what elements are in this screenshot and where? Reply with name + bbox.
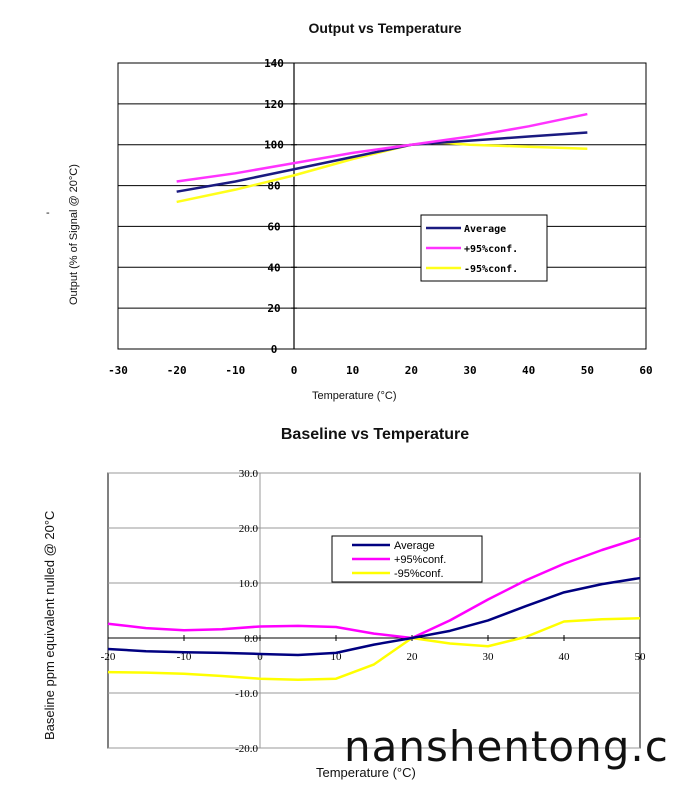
chart2-series-line bbox=[107, 616, 641, 682]
chart2-x-tick-label: 50 bbox=[635, 651, 647, 663]
chart1-x-tick-label: 10 bbox=[346, 364, 359, 377]
chart2-x-tick-label: -10 bbox=[177, 651, 192, 663]
chart2-legend-label: -95%conf. bbox=[394, 568, 444, 580]
chart2-x-tick-label: 0 bbox=[257, 651, 263, 663]
chart1-x-tick-label: -10 bbox=[225, 364, 245, 377]
chart1-series-line bbox=[176, 131, 588, 193]
chart2-x-axis-label: Temperature (°C) bbox=[316, 765, 416, 780]
chart2-x-tick-label: -20 bbox=[101, 651, 116, 663]
chart1-y-tick-label: 40 bbox=[267, 261, 280, 274]
chart1-plot: 0 20 40 60 80 100 120 140 -30 -20 -10 0 10 20 30 40 50 60… bbox=[108, 57, 653, 377]
chart2-x-tick-label: 10 bbox=[331, 651, 343, 663]
watermark: nanshentong.c bbox=[344, 722, 669, 771]
chart2-x-tick-label: 20 bbox=[407, 651, 419, 663]
chart1-x-tick-label: 60 bbox=[639, 364, 652, 377]
chart1-y-tick-label: 80 bbox=[267, 180, 280, 193]
chart2-y-tick-label: -20.0 bbox=[235, 743, 258, 755]
chart1-title: Output vs Temperature bbox=[308, 20, 462, 36]
chart2-x-tick-label: 40 bbox=[559, 651, 571, 663]
chart1-y-tick-label: 120 bbox=[264, 98, 284, 111]
chart1-x-tick-label: -30 bbox=[108, 364, 128, 377]
chart1-y-marker: - bbox=[46, 207, 50, 219]
chart2-plot-area bbox=[107, 472, 641, 749]
chart2-y-tick-label: 30.0 bbox=[239, 468, 259, 480]
chart1-legend-label: +95%conf. bbox=[464, 244, 518, 255]
chart1-x-axis-label: Temperature (°C) bbox=[312, 390, 397, 402]
chart2-series-line bbox=[107, 536, 641, 640]
chart1-y-tick-label: 140 bbox=[264, 57, 284, 70]
chart1-y-tick-label: 20 bbox=[267, 302, 280, 315]
chart2-title: Baseline vs Temperature bbox=[280, 426, 470, 443]
chart2-y-tick-label: 10.0 bbox=[239, 578, 259, 590]
chart1-y-tick-label: 60 bbox=[267, 220, 280, 233]
chart2-x-tick-label: 30 bbox=[483, 651, 495, 663]
chart1-x-tick-label: 50 bbox=[581, 364, 594, 377]
chart1-y-tick-label: 0 bbox=[271, 343, 278, 356]
chart2-legend-label: Average bbox=[394, 540, 435, 552]
chart2-y-tick-label: 0.0 bbox=[244, 633, 258, 645]
chart2-y-tick-label: 20.0 bbox=[239, 523, 259, 535]
chart1-legend-label: Average bbox=[464, 224, 506, 235]
chart1-x-tick-label: -20 bbox=[167, 364, 187, 377]
chart2-series-line bbox=[107, 576, 641, 657]
chart2-y-tick-label: -10.0 bbox=[235, 688, 258, 700]
chart1-y-tick-label: 100 bbox=[264, 139, 284, 152]
chart1-x-tick-label: 0 bbox=[291, 364, 298, 377]
chart2-legend-label: +95%conf. bbox=[394, 554, 446, 566]
chart1-x-tick-label: 40 bbox=[522, 364, 535, 377]
chart1-x-tick-label: 20 bbox=[405, 364, 418, 377]
chart1-series-line bbox=[176, 112, 588, 183]
chart1-x-tick-label: 30 bbox=[463, 364, 476, 377]
chart1-legend-label: -95%conf. bbox=[464, 264, 518, 275]
